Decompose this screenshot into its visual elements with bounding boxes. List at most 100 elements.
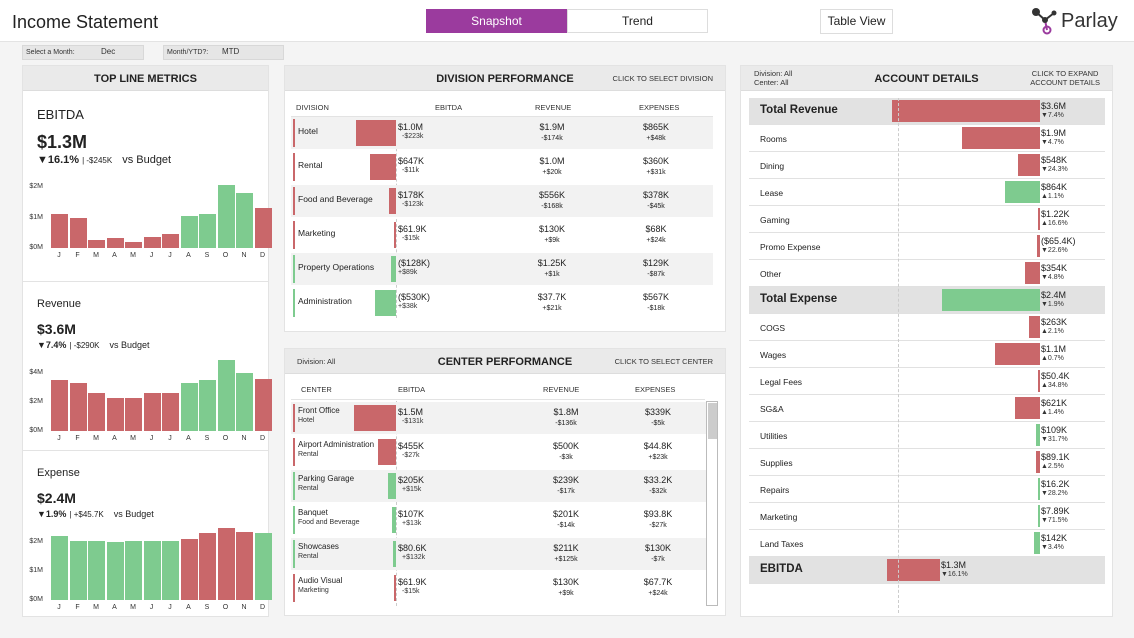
ebitda-bar xyxy=(390,256,396,282)
kpi-bar[interactable] xyxy=(51,380,68,431)
ebitda-variance: +$132k xyxy=(402,554,426,561)
kpi-bar[interactable] xyxy=(69,540,87,600)
table-row[interactable]: Marketing $61.9K -$15k $130K +$9k $68K +$24k xyxy=(291,219,713,251)
kpi-bar[interactable] xyxy=(199,533,216,600)
kpi-bar[interactable] xyxy=(180,539,198,600)
revenue-variance: +$20k xyxy=(542,169,562,176)
account-row[interactable]: SG&A $621K ▲1.4% xyxy=(749,395,1105,422)
kpi-bar[interactable] xyxy=(143,540,161,600)
kpi-bar[interactable] xyxy=(106,397,124,431)
kpi-bar[interactable] xyxy=(162,540,179,600)
mtd-select[interactable]: Month/YTD?: MTD xyxy=(163,45,284,60)
tab-snapshot[interactable]: Snapshot xyxy=(426,9,567,33)
kpi-bar[interactable] xyxy=(236,531,253,600)
row-name-block: Airport Administration Rental xyxy=(298,440,374,460)
kpi-bar[interactable] xyxy=(180,215,198,248)
account-total-row[interactable]: EBITDA $1.3M ▼16.1% xyxy=(749,557,1105,584)
kpi-vs-budget: vs Budget xyxy=(109,340,150,350)
account-row[interactable]: Repairs $16.2K ▼28.2% xyxy=(749,476,1105,503)
kpi-bar[interactable] xyxy=(88,239,105,248)
account-bar xyxy=(1035,424,1040,446)
month-tick-label: D xyxy=(259,435,266,442)
account-row[interactable]: COGS $263K ▲2.1% xyxy=(749,314,1105,341)
table-row[interactable]: Food and Beverage $178K -$123k $556K -$168k $… xyxy=(291,185,713,217)
account-row[interactable]: Rooms $1.9M ▼4.7% xyxy=(749,125,1105,152)
table-row[interactable]: Rental $647K -$11k $1.0M +$20k $360K +$31k xyxy=(291,151,713,183)
table-row[interactable]: Showcases Rental $80.6K +$132k $211K +$125k $1… xyxy=(291,538,713,570)
account-bar xyxy=(886,559,940,581)
account-row[interactable]: Wages $1.1M ▲0.7% xyxy=(749,341,1105,368)
table-row[interactable]: Administration ($530K) +$38k $37.7K +$21k $56… xyxy=(291,287,713,319)
kpi-variance: ▼1.9% | +$45.7K vs Budget xyxy=(37,509,154,519)
scrollbar-thumb[interactable] xyxy=(708,403,717,439)
kpi-bar[interactable] xyxy=(106,238,124,248)
account-name: Rooms xyxy=(760,134,787,144)
row-name: Property Operations xyxy=(298,262,375,272)
kpi-bar[interactable] xyxy=(217,359,235,431)
expand-account-link[interactable]: CLICK TO EXPAND ACCOUNT DETAILS xyxy=(1030,69,1100,87)
table-row[interactable]: Audio Visual Marketing $61.9K -$15k $130K +$9… xyxy=(291,572,713,604)
kpi-bar[interactable] xyxy=(236,373,253,431)
kpi-bar[interactable] xyxy=(254,533,272,600)
table-row[interactable]: Hotel $1.0M -$223k $1.9M -$174k $865K +$48k xyxy=(291,117,713,149)
kpi-bar[interactable] xyxy=(125,242,142,248)
row-division: Marketing xyxy=(298,587,329,594)
mtd-value: MTD xyxy=(222,47,240,56)
kpi-bar[interactable] xyxy=(199,380,216,431)
tab-trend[interactable]: Trend xyxy=(567,9,708,33)
y-tick-label: $2M xyxy=(29,183,43,190)
kpi-bar[interactable] xyxy=(69,383,87,431)
kpi-bar[interactable] xyxy=(180,383,198,431)
account-value-block: $16.2K ▼28.2% xyxy=(1041,479,1070,499)
account-total-row[interactable]: Total Expense $2.4M ▼1.9% xyxy=(749,287,1105,314)
kpi-bar[interactable] xyxy=(69,218,87,248)
account-variance: ▼4.8% xyxy=(1041,274,1064,281)
table-row[interactable]: Property Operations ($128K) +$89k $1.25K +$1… xyxy=(291,253,713,285)
account-row[interactable]: Supplies $89.1K ▲2.5% xyxy=(749,449,1105,476)
kpi-bar[interactable] xyxy=(143,393,161,431)
kpi-bar[interactable] xyxy=(106,542,124,600)
account-value-block: $109K ▼31.7% xyxy=(1041,425,1068,445)
account-row[interactable]: Lease $864K ▲1.1% xyxy=(749,179,1105,206)
table-row[interactable]: Banquet Food and Beverage $107K +$13k $201K -… xyxy=(291,504,713,536)
kpi-bar[interactable] xyxy=(254,208,272,248)
account-row[interactable]: Utilities $109K ▼31.7% xyxy=(749,422,1105,449)
table-row[interactable]: Airport Administration Rental $455K -$27k $5… xyxy=(291,436,713,468)
center-scrollbar[interactable] xyxy=(706,401,718,606)
kpi-bar[interactable] xyxy=(125,540,142,600)
kpi-bar[interactable] xyxy=(199,214,216,248)
account-total-row[interactable]: Total Revenue $3.6M ▼7.4% xyxy=(749,98,1105,125)
revenue-cell: $1.8M -$136k xyxy=(531,407,601,429)
kpi-bar[interactable] xyxy=(162,234,179,248)
account-row[interactable]: Marketing $7.89K ▼71.5% xyxy=(749,503,1105,530)
kpi-variance-pct: ▼16.1% xyxy=(37,154,80,166)
month-select[interactable]: Select a Month: Dec xyxy=(22,45,144,60)
kpi-bar[interactable] xyxy=(51,214,68,248)
kpi-bar[interactable] xyxy=(88,540,105,600)
kpi-bar[interactable] xyxy=(162,393,179,431)
table-row[interactable]: Parking Garage Rental $205K +$15k $239K -$17k… xyxy=(291,470,713,502)
account-row[interactable]: Promo Expense ($65.4K) ▼22.6% xyxy=(749,233,1105,260)
select-center-link[interactable]: CLICK TO SELECT CENTER xyxy=(614,357,713,366)
account-row[interactable]: Legal Fees $50.4K ▲34.8% xyxy=(749,368,1105,395)
kpi-bar[interactable] xyxy=(88,393,105,431)
select-division-link[interactable]: CLICK TO SELECT DIVISION xyxy=(612,74,713,83)
row-accent xyxy=(293,119,295,147)
kpi-bar[interactable] xyxy=(236,193,253,248)
col-expenses: EXPENSES xyxy=(639,103,680,112)
account-row[interactable]: Land Taxes $142K ▼3.4% xyxy=(749,530,1105,557)
account-value-block: $50.4K ▲34.8% xyxy=(1041,371,1070,391)
kpi-bar[interactable] xyxy=(51,536,68,600)
kpi-bar[interactable] xyxy=(217,185,235,248)
kpi-name: Expense xyxy=(37,467,80,479)
table-view-button[interactable]: Table View xyxy=(820,9,893,34)
kpi-bar[interactable] xyxy=(143,236,161,248)
kpi-bar[interactable] xyxy=(217,527,235,600)
account-row[interactable]: Dining $548K ▼24.3% xyxy=(749,152,1105,179)
kpi-bar[interactable] xyxy=(254,378,272,431)
revenue-value: $201K xyxy=(552,509,580,519)
table-row[interactable]: Front Office Hotel $1.5M -$131k $1.8M -$136k $… xyxy=(291,402,713,434)
account-row[interactable]: Gaming $1.22K ▲16.6% xyxy=(749,206,1105,233)
kpi-bar[interactable] xyxy=(125,397,142,431)
account-row[interactable]: Other $354K ▼4.8% xyxy=(749,260,1105,287)
